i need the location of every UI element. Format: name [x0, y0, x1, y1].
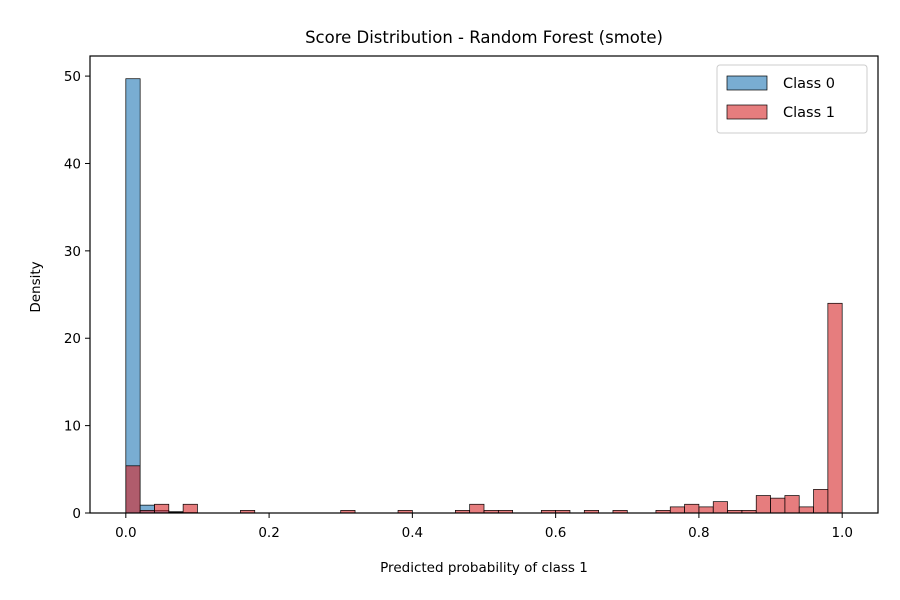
bar-class-1-4 — [182, 503, 198, 514]
bar-class-1-20 — [712, 501, 728, 514]
bar-class-1-19 — [698, 506, 714, 514]
y-tick-label: 50 — [64, 69, 81, 85]
y-tick-label: 10 — [64, 419, 81, 435]
x-tick-label: 0.0 — [115, 525, 136, 541]
y-tick-label: 0 — [72, 506, 81, 522]
bars-layer — [125, 78, 843, 514]
y-axis-label: Density — [28, 261, 44, 312]
legend-label: Class 1 — [783, 105, 835, 121]
bar-class-1-23 — [755, 495, 771, 514]
bar-class-0-0 — [125, 78, 141, 514]
x-axis-label: Predicted probability of class 1 — [380, 560, 588, 576]
bar-class-1-25 — [784, 495, 800, 514]
bar-class-1-26 — [798, 506, 814, 514]
axes-layer: 0.0 0.2 0.4 0.6 0.8 1.0 0 10 20 30 40 50 — [64, 69, 853, 541]
x-tick-label: 0.8 — [688, 525, 709, 541]
legend: Class 0 Class 1 — [716, 64, 868, 134]
plot-frame — [89, 55, 879, 514]
legend-label: Class 0 — [783, 76, 835, 92]
x-tick-label: 0.2 — [258, 525, 279, 541]
bar-class-1-18 — [684, 503, 700, 514]
y-tick-label: 30 — [64, 244, 81, 260]
bar-class-1-0 — [125, 465, 141, 514]
bar-class-1-17 — [669, 506, 685, 514]
x-tick-label: 0.6 — [545, 525, 566, 541]
chart-title: Score Distribution - Random Forest (smot… — [305, 28, 663, 47]
x-tick-label: 0.4 — [402, 525, 423, 541]
y-tick-label: 40 — [64, 156, 81, 172]
y-tick-label: 20 — [64, 331, 81, 347]
bar-class-1-27 — [813, 489, 829, 514]
bar-class-1-24 — [770, 497, 786, 514]
x-tick-label: 1.0 — [831, 525, 852, 541]
bar-class-1-2 — [154, 503, 170, 514]
legend-swatch — [726, 75, 768, 91]
bar-class-1-28 — [827, 302, 843, 514]
bar-class-1-9 — [469, 503, 485, 514]
legend-swatch — [726, 104, 768, 120]
